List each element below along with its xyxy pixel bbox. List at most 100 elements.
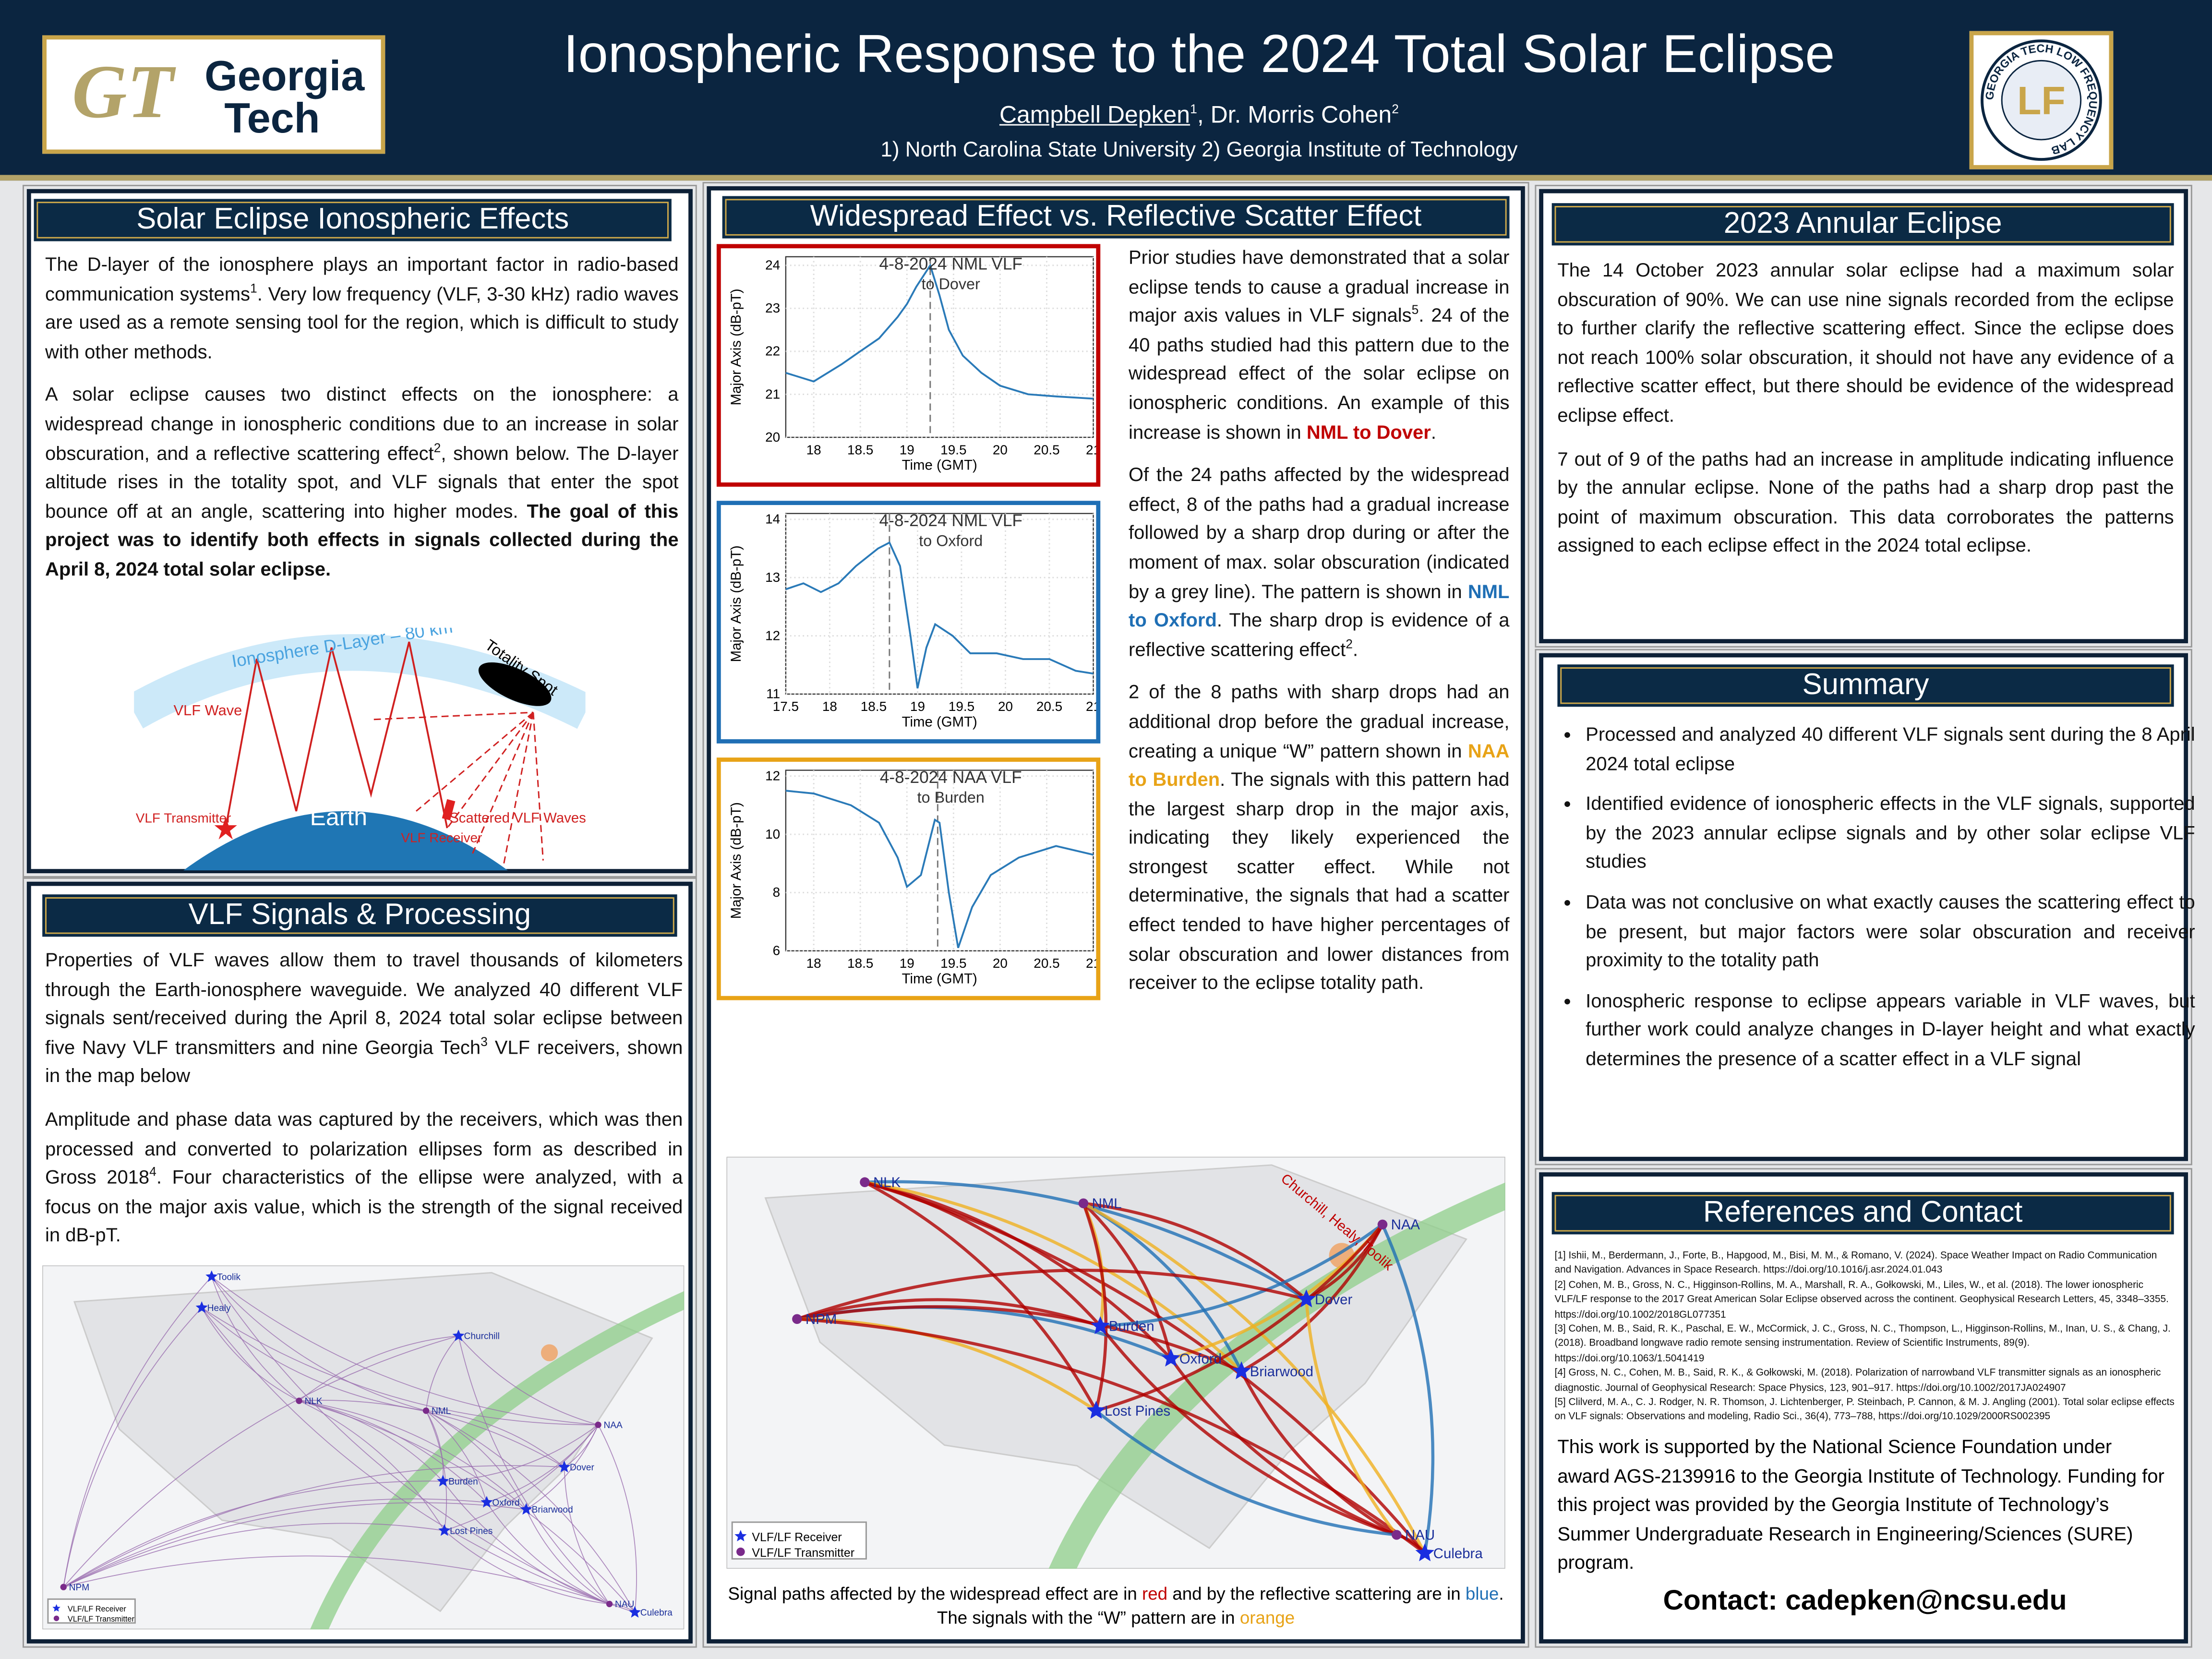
text-run: 1 <box>1190 102 1197 116</box>
signal-path <box>425 1410 444 1481</box>
transmitter-marker <box>296 1397 302 1404</box>
map-label: NAU <box>615 1599 634 1610</box>
y-tick-label: 11 <box>766 686 780 701</box>
x-tick-label: 19.5 <box>940 956 966 971</box>
legend-label: VLF/LF Receiver <box>68 1605 126 1613</box>
text-run: , shown below. The D-layer altitude rise… <box>45 442 679 522</box>
chart: 17.5 18 18.5 19 19.5 20 20.5 21 11 12 13 14 4-8-2024… <box>728 511 1101 730</box>
plot-area <box>785 513 1094 695</box>
chart: 18 18.5 19 19.5 20 20.5 21 6 8 10 12 4-8-2024 NAA V… <box>728 768 1101 986</box>
map-label: Healy <box>207 1303 231 1313</box>
signal-path <box>63 1555 635 1613</box>
summary-list: Processed and analyzed 40 different VLF … <box>1557 721 2195 1086</box>
eclipse-diagram: Ionosphere D-Layer – 80 km Totality SpotV… <box>134 628 586 871</box>
caption: Signal paths affected by the widespread … <box>726 1583 1505 1631</box>
section-heading: Solar Eclipse Ionospheric Effects <box>34 199 672 241</box>
map-label: NML <box>1092 1196 1122 1212</box>
text-run: 5 <box>1411 302 1419 317</box>
transmitter-mark <box>214 817 237 840</box>
x-tick-label: 19.5 <box>940 442 966 457</box>
map-label: Dover <box>1315 1292 1353 1308</box>
chart-title: 4-8-2024 NAA VLF <box>880 768 1022 787</box>
signal-path <box>444 1424 599 1531</box>
section-text: The 14 October 2023 annular solar eclips… <box>1557 257 2174 576</box>
text-run: . The sharp drop is evidence of a reflec… <box>1129 609 1510 660</box>
earth <box>183 811 508 871</box>
paragraph: The 14 October 2023 annular solar eclips… <box>1557 257 2174 431</box>
bullet: Data was not conclusive on what exactly … <box>1586 889 2195 976</box>
receiver-marker <box>558 1460 571 1473</box>
reference: [1] Ishii, M., Berdermann, J., Forte, B.… <box>1554 1250 2157 1276</box>
section-text: The D-layer of the ionosphere plays an i… <box>45 251 679 599</box>
series-line <box>785 541 1094 689</box>
x-tick-label: 20.5 <box>1034 956 1059 971</box>
signal-path <box>63 1480 443 1587</box>
signal-path <box>796 1305 1242 1373</box>
transmitter-marker <box>792 1314 802 1324</box>
x-tick-label: 21 <box>1086 956 1096 971</box>
text-run: Prior studies have demonstrated that a s… <box>1129 247 1510 326</box>
section-heading: Widespread Effect vs. Reflective Scatter… <box>722 196 1510 239</box>
map-label: NPM <box>69 1583 89 1593</box>
section-heading: Summary <box>1557 664 2174 707</box>
transmitter-marker <box>1392 1530 1402 1540</box>
signal-path <box>797 1317 1097 1412</box>
eclipse-max <box>541 1344 558 1361</box>
land <box>73 1272 653 1612</box>
signal-path <box>211 1276 610 1605</box>
x-tick-label: 18 <box>806 956 821 971</box>
transmitter-label: VLF Transmitter <box>136 810 231 825</box>
transmitter-marker <box>1377 1219 1388 1230</box>
reference: [3] Cohen, M. B., Said, R. K., Paschal, … <box>1554 1323 2171 1364</box>
eclipse-path <box>1048 1182 1505 1569</box>
reference: [4] Gross, N. C., Cohen, M. B., Said, R.… <box>1554 1367 2161 1394</box>
transmitter-marker <box>860 1177 870 1187</box>
signal-path <box>63 1276 212 1587</box>
y-tick-label: 8 <box>773 885 781 900</box>
receiver-mark <box>442 799 456 821</box>
signal-path <box>443 1424 599 1482</box>
x-tick-label: 21 <box>1086 442 1096 457</box>
x-axis-label: Time (GMT) <box>902 457 977 473</box>
totality-spot <box>478 662 552 706</box>
signal-path <box>1100 1223 1383 1328</box>
scatter-ray <box>446 712 534 829</box>
section-heading: References and Contact <box>1551 1192 2174 1235</box>
signal-path <box>526 1424 599 1510</box>
x-tick-label: 18 <box>822 699 837 714</box>
text-run: blue <box>1465 1584 1499 1604</box>
signal-path <box>425 1410 447 1531</box>
text-run: VLF receivers, shown in the map below <box>45 1036 683 1087</box>
scatter-rays <box>373 711 533 721</box>
text-run: 4 <box>149 1165 156 1179</box>
map-label: Dover <box>570 1463 595 1473</box>
support-text: This work is supported by the National S… <box>1557 1436 2164 1574</box>
text-run: . The signals with the “W” pattern are i… <box>937 1584 1504 1628</box>
map-label: Burden <box>448 1477 478 1487</box>
map-label: Briarwood <box>1250 1364 1313 1380</box>
signal-path <box>63 1465 565 1587</box>
x-tick-label: 19 <box>900 956 914 971</box>
receiver-marker <box>452 1329 465 1341</box>
signal-path <box>1169 1358 1397 1537</box>
map-label: NLK <box>304 1396 322 1407</box>
signal-path <box>796 1269 1307 1321</box>
transmitter-marker <box>60 1584 67 1590</box>
reference: [5] Clilverd, M. A., C. J. Rodger, N. R.… <box>1554 1396 2175 1423</box>
x-axis-label: Time (GMT) <box>902 714 977 730</box>
text-run: 3 <box>481 1034 488 1049</box>
chart-subtitle: to Oxford <box>919 532 983 549</box>
y-tick-label: 24 <box>765 258 780 273</box>
paragraph: Prior studies have demonstrated that a s… <box>717 244 1510 447</box>
text-run: A solar eclipse causes two distinct effe… <box>45 384 679 464</box>
text-run: orange <box>1239 1608 1295 1628</box>
signal-path <box>796 1298 1101 1328</box>
text-run: Of the 24 paths affected by the widespre… <box>1129 464 1510 602</box>
map-label: NPM <box>805 1311 837 1327</box>
map-label: NAU <box>1405 1527 1435 1543</box>
x-tick-label: 20.5 <box>1036 699 1062 714</box>
signal-path <box>299 1400 565 1468</box>
x-tick-label: 20.5 <box>1034 442 1059 457</box>
text-run: . <box>1353 638 1358 660</box>
chart-frame: 18 18.5 19 19.5 20 20.5 21 6 8 10 12 4-8-2024 NAA V… <box>716 757 1101 1000</box>
